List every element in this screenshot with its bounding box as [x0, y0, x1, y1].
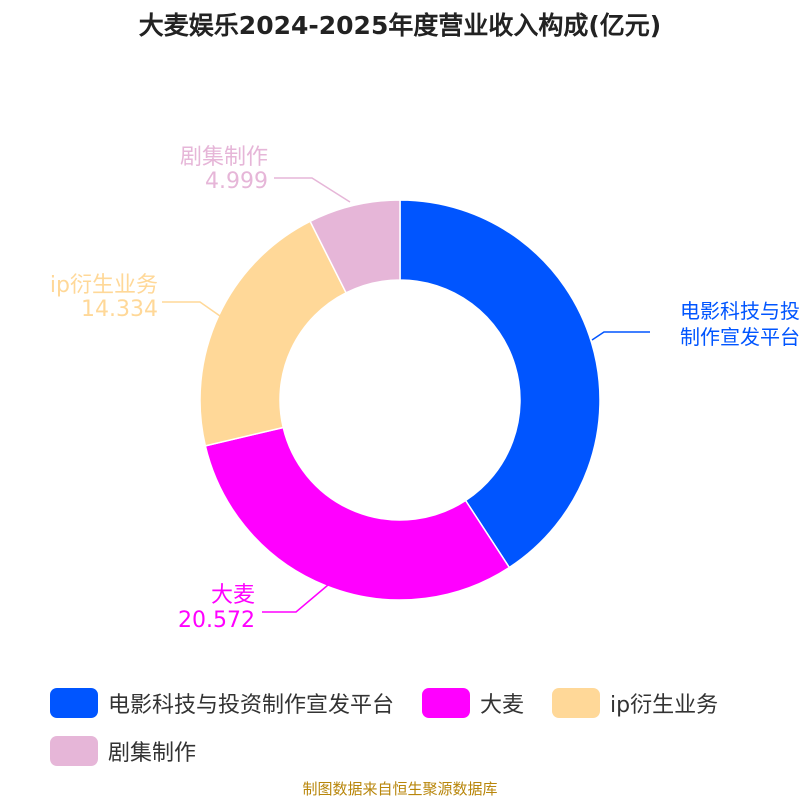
- legend-label-0: 电影科技与投资制作宣发平台: [108, 693, 395, 718]
- leader-line-1: [262, 584, 329, 613]
- legend-swatch-3: [50, 736, 98, 766]
- slice-label-2-line-0: ip衍生业务: [50, 273, 158, 298]
- legend-label-2: ip衍生业务: [610, 693, 719, 718]
- leader-line-3: [274, 177, 351, 203]
- data-source-note: 制图数据来自恒生聚源数据库: [302, 780, 498, 798]
- donut-slice-0: [399, 199, 601, 569]
- legend-item-0[interactable]: 电影科技与投资制作宣发平台: [50, 686, 394, 720]
- donut-slice-3: [309, 199, 401, 294]
- slice-label-0-line-0: 电影科技与投: [680, 299, 800, 323]
- leader-line-2: [162, 301, 221, 317]
- slice-label-2-line-1: 14.334: [81, 297, 158, 322]
- legend: 电影科技与投资制作宣发平台 大麦 ip衍生业务剧集制作: [50, 686, 790, 768]
- legend-swatch-1: [422, 688, 471, 718]
- legend-label-1: 大麦: [480, 693, 525, 718]
- legend-item-3[interactable]: 剧集制作: [50, 734, 196, 768]
- leader-line-0: [591, 331, 650, 341]
- slice-label-3-line-0: 剧集制作: [180, 145, 268, 170]
- legend-label-3: 剧集制作: [108, 741, 197, 766]
- legend-item-2[interactable]: ip衍生业务: [552, 686, 718, 720]
- donut-slices: [199, 199, 601, 601]
- legend-item-1[interactable]: 大麦: [422, 686, 524, 720]
- legend-swatch-0: [50, 688, 98, 718]
- slice-label-3-line-1: 4.999: [205, 169, 268, 194]
- donut-slice-1: [204, 426, 511, 601]
- slice-label-1-line-0: 大麦: [211, 583, 255, 608]
- donut-slice-2: [199, 220, 348, 447]
- slice-label-1-line-1: 20.572: [178, 608, 255, 633]
- chart-title: 大麦娱乐2024-2025年度营业收入构成(亿元): [138, 11, 662, 40]
- leader-lines: [162, 177, 650, 613]
- legend-swatch-2: [552, 688, 601, 718]
- slice-label-0-line-1: 制作宣发平台: [680, 325, 800, 349]
